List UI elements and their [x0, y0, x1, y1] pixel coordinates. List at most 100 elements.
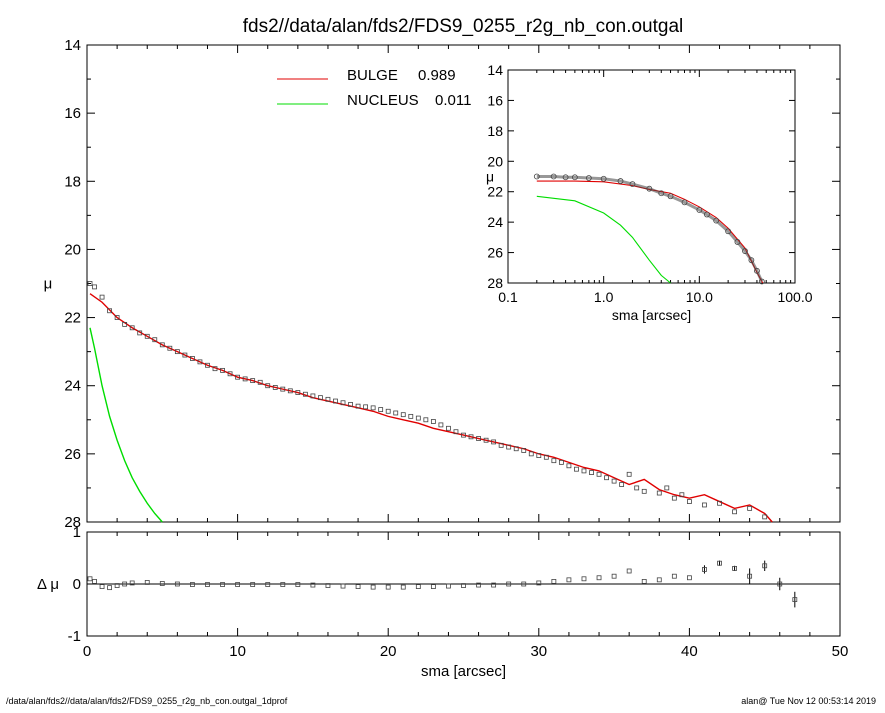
main-data-point	[174, 349, 180, 355]
main-y-tick-label: 18	[64, 173, 81, 190]
residual-point	[107, 585, 112, 591]
main-y-tick-label: 26	[64, 446, 81, 463]
main-data-point	[265, 383, 271, 389]
main-data-point	[423, 417, 429, 423]
footer-filepath: /data/alan/fds2//data/alan/fds2/FDS9_025…	[6, 696, 288, 706]
main-data-point	[114, 315, 120, 320]
residual-point	[732, 566, 737, 571]
main-y-tick-label: 28	[64, 514, 81, 531]
main-data-point	[197, 359, 203, 365]
inset-nucleus-line	[536, 195, 671, 284]
inset-panel: 14 16 18 20 22 24 26 280.1 1.0 10.0 100.0 μ sma [a…	[486, 62, 813, 323]
main-data-point	[205, 362, 210, 368]
main-data-point	[596, 471, 602, 477]
main-data-point	[438, 422, 444, 428]
main-data-point	[378, 407, 384, 412]
residual-point	[190, 582, 195, 587]
main-data-point	[159, 342, 165, 348]
residual-x-tick-label: 40	[681, 643, 698, 660]
main-y-tick-label: 14	[64, 37, 81, 54]
residual-point	[792, 597, 798, 602]
main-y-tick-label: 24	[64, 378, 81, 395]
residual-y-tick-label: -1	[68, 628, 81, 645]
inset-y-tick-label: 28	[487, 275, 503, 291]
residual-point	[400, 584, 406, 590]
residual-point	[325, 583, 331, 588]
main-data-point	[671, 495, 677, 501]
residual-point	[235, 582, 241, 587]
main-data-point	[641, 488, 647, 494]
residual-point	[129, 580, 135, 586]
main-data-point	[619, 482, 625, 487]
main-data-point	[506, 444, 512, 450]
legend: BULGE 0.989 NUCLEUS 0.011	[277, 67, 471, 109]
main-data-point	[536, 453, 542, 458]
inset-x-tick-label: 10.0	[686, 289, 713, 305]
main-data-point	[581, 468, 587, 474]
main-data-point	[250, 378, 256, 384]
residual-point	[506, 581, 512, 587]
residual-point	[747, 573, 753, 579]
residual-point	[122, 581, 128, 587]
main-ticks: 14 16 18 20 22 24 26 28	[64, 37, 841, 531]
inset-y-tick-label: 26	[487, 245, 503, 261]
main-data-point	[122, 321, 128, 327]
main-data-point	[604, 475, 609, 481]
residual-point	[220, 582, 225, 587]
main-data-point	[611, 478, 617, 484]
main-data-point	[190, 356, 195, 361]
legend-bulge-value: 0.989	[418, 67, 456, 84]
inset-y-axis-label: μ	[486, 169, 494, 185]
residual-x-tick-label: 0	[83, 643, 91, 660]
main-data-point	[400, 412, 406, 418]
residual-point	[159, 581, 165, 586]
inset-y-tick-label: 20	[487, 153, 503, 169]
residual-x-tick-label: 20	[380, 643, 397, 660]
inset-y-tick-label: 22	[487, 184, 503, 200]
inset-data-band	[536, 175, 764, 283]
inset-series	[533, 173, 765, 285]
main-data-point	[235, 374, 241, 380]
main-data-point	[461, 432, 466, 438]
residual-y-tick-label: 0	[73, 576, 81, 593]
main-y-tick-label: 22	[64, 310, 81, 327]
main-data-point	[574, 466, 579, 472]
residual-point	[762, 563, 768, 569]
main-data-point	[762, 514, 768, 520]
main-panel: 14 16 18 20 22 24 26 28 μ BULGE 0.989 NUCLEUS 0…	[44, 37, 841, 531]
main-data-point	[295, 390, 301, 395]
residual-point	[641, 579, 647, 584]
residual-point	[92, 579, 97, 584]
legend-bulge-label: BULGE	[347, 67, 398, 84]
main-data-point	[363, 404, 369, 410]
main-data-point	[491, 439, 497, 445]
main-data-point	[634, 485, 640, 491]
main-data-point	[280, 386, 286, 392]
legend-nucleus-value: 0.011	[435, 92, 471, 109]
inset-x-tick-label: 0.1	[498, 289, 518, 305]
inset-ticks: 14 16 18 20 22 24 26 280.1 1.0 10.0 100.0	[487, 62, 812, 305]
residual-point	[415, 584, 421, 589]
main-data-point	[513, 446, 519, 452]
footer-timestamp: alan@ Tue Nov 12 00:53:14 2019	[741, 696, 876, 706]
chart-title: fds2//data/alan/fds2/FDS9_0255_r2g_nb_co…	[243, 16, 684, 37]
main-data-point	[551, 458, 557, 464]
residual-point	[626, 568, 632, 574]
main-data-point	[242, 376, 248, 382]
residual-point	[566, 577, 572, 583]
main-y-tick-label: 20	[64, 241, 81, 258]
residual-point	[656, 577, 662, 583]
inset-data-point	[734, 239, 741, 245]
inset-x-tick-label: 1.0	[594, 289, 614, 305]
residual-point	[717, 560, 722, 566]
residual-point	[340, 583, 346, 589]
residual-x-axis-label: sma [arcsec]	[421, 663, 506, 680]
main-data-point	[656, 490, 662, 496]
main-data-point	[87, 281, 93, 286]
main-data-point	[446, 425, 451, 431]
main-data-point	[626, 471, 632, 477]
residual-point	[430, 584, 436, 589]
main-data-point	[498, 442, 504, 448]
residual-point	[370, 584, 376, 590]
